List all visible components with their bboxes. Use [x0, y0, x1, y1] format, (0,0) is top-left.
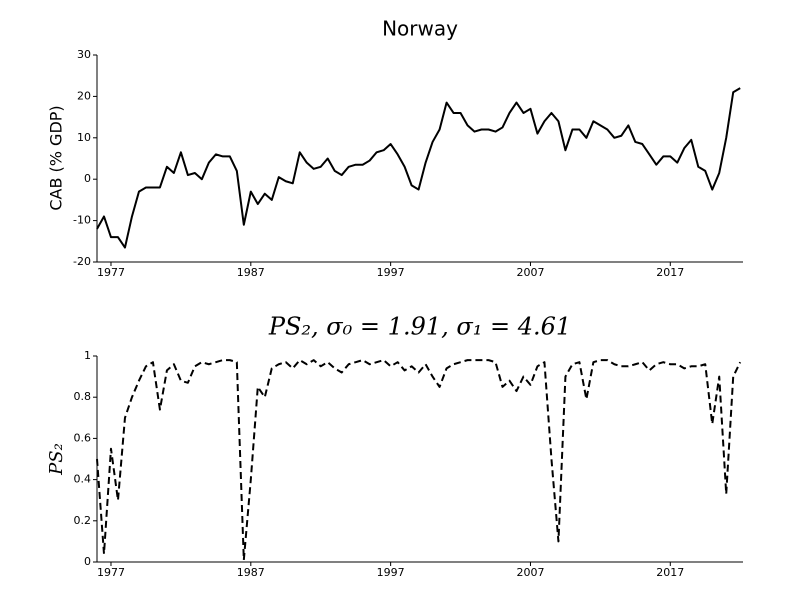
- y-tick-label: 0.6: [74, 431, 92, 444]
- y-tick-label: 0.4: [74, 473, 92, 486]
- data-line: [96, 359, 742, 561]
- y-axis-label: CAB (% GDP): [47, 105, 66, 210]
- x-tick-label: 1987: [237, 266, 265, 279]
- x-tick-label: 2017: [656, 566, 684, 579]
- y-tick-label: 0.2: [74, 514, 92, 527]
- chart-title: PS₂, σ₀ = 1.91, σ₁ = 4.61: [268, 313, 571, 341]
- y-tick-label: 0: [84, 172, 91, 185]
- y-axis-label: PS₂: [46, 443, 67, 476]
- x-tick-label: 1977: [97, 566, 125, 579]
- y-tick-label: -10: [73, 214, 91, 227]
- x-tick-label: 2017: [656, 266, 684, 279]
- chart-title: Norway: [382, 17, 458, 41]
- y-tick-label: -20: [73, 255, 91, 268]
- x-tick-label: 1977: [97, 266, 125, 279]
- x-tick-label: 1997: [377, 566, 405, 579]
- data-line: [96, 87, 741, 249]
- y-tick-label: 0: [84, 555, 91, 568]
- x-tick-label: 2007: [516, 566, 544, 579]
- y-tick-label: 30: [77, 48, 91, 61]
- x-tick-label: 1997: [377, 266, 405, 279]
- y-tick-label: 0.8: [74, 390, 92, 403]
- y-tick-label: 20: [77, 89, 91, 102]
- y-tick-label: 1: [84, 349, 91, 362]
- y-tick-label: 10: [77, 131, 91, 144]
- x-tick-label: 1987: [237, 566, 265, 579]
- x-tick-label: 2007: [516, 266, 544, 279]
